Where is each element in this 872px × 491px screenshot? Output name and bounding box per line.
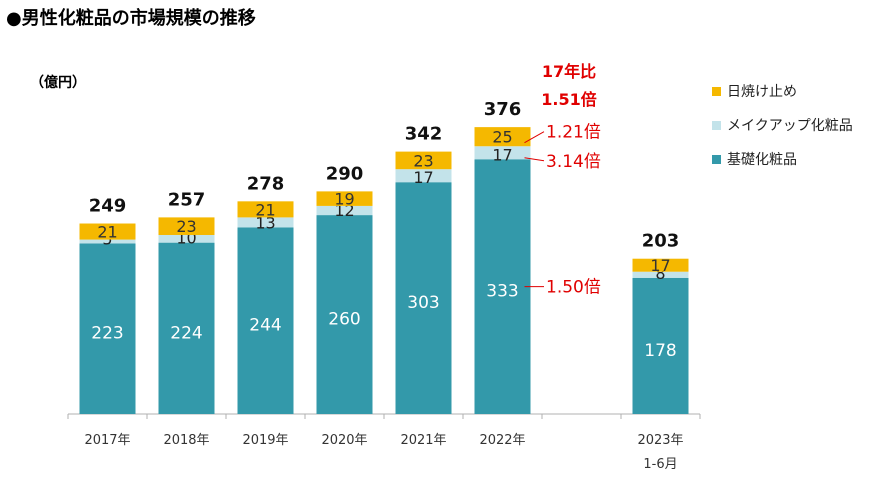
x-tick-label: 2018年 [163,433,209,448]
data-label: 17 [413,168,433,187]
total-label: 249 [89,196,127,217]
bar-segment [158,234,215,243]
total-label: 257 [168,189,206,210]
bar-segment [632,258,689,272]
x-tick-label: 2023年 [637,433,683,448]
data-label: 260 [328,310,360,330]
bar-segment [474,127,531,147]
data-label: 21 [97,223,117,242]
bar-segment [237,227,294,414]
bar-segment [158,217,215,235]
bar-segment [395,169,452,183]
legend-label-skincare: 基礎化粧品 [727,152,797,168]
data-label: 333 [486,282,518,302]
data-label: 244 [249,316,281,336]
legend-label-makeup: メイクアップ化粧品 [727,118,853,134]
data-label: 17 [650,256,670,275]
x-tick-label: 2017年 [84,433,130,448]
bar-segment [237,201,294,218]
total-label: 203 [642,231,680,252]
legend-swatch-makeup [712,120,721,130]
legend-item-skincare: 基礎化粧品 [712,142,853,176]
data-label: 8 [655,264,665,283]
y-axis-unit-label: （億円） [30,75,86,91]
total-label: 278 [247,173,285,194]
data-label: 223 [91,324,123,344]
growth-callout: 17年比 1.51倍 [524,58,614,114]
bar-segment [474,146,531,160]
total-label: 342 [405,124,443,145]
growth-callout-line1: 17年比 [541,62,597,81]
bar-segment [474,159,531,414]
bar-segment [395,182,452,414]
bar-segment [395,151,452,170]
data-label: 23 [176,217,196,236]
x-tick-sublabel: 1-6月 [643,457,677,472]
annotation-leader [524,131,545,144]
data-label: 21 [255,200,275,219]
bar-segment [316,191,373,206]
x-tick-label: 2020年 [321,433,367,448]
bar-segment [316,205,373,216]
legend-item-makeup: メイクアップ化粧品 [712,108,853,142]
data-label: 17 [492,145,512,164]
total-label: 376 [484,99,522,120]
bar-segment [79,223,136,240]
bar-segment [632,271,689,278]
legend-item-sunscreen: 日焼け止め [712,74,853,108]
data-label: 19 [334,190,354,209]
annotation-leader [524,157,545,162]
x-tick-label: 2022年 [479,433,525,448]
bar-segment [237,217,294,228]
growth-callout-line2: 1.51倍 [541,90,597,109]
x-tick-label: 2021年 [400,433,446,448]
data-label: 25 [492,128,512,147]
data-label: 23 [413,151,433,170]
bar-segment [316,215,373,414]
data-label: 13 [255,213,275,232]
legend-label-sunscreen: 日焼け止め [727,84,797,100]
bar-segment [79,239,136,244]
x-tick-label: 2019年 [242,433,288,448]
growth-annotation: 1.21倍 [546,123,601,143]
growth-annotation: 3.14倍 [546,152,601,172]
legend: 日焼け止め メイクアップ化粧品 基礎化粧品 [712,74,853,176]
bar-segment [79,243,136,414]
data-label: 303 [407,293,439,313]
legend-swatch-skincare [712,154,721,164]
growth-annotation: 1.50倍 [546,278,601,298]
data-label: 178 [644,341,676,361]
page-title: ●男性化粧品の市場規模の推移 [6,8,256,29]
legend-swatch-sunscreen [712,86,721,96]
total-label: 290 [326,163,364,184]
bar-segment [158,242,215,414]
data-label: 224 [170,323,202,343]
bar-segment [632,277,689,414]
